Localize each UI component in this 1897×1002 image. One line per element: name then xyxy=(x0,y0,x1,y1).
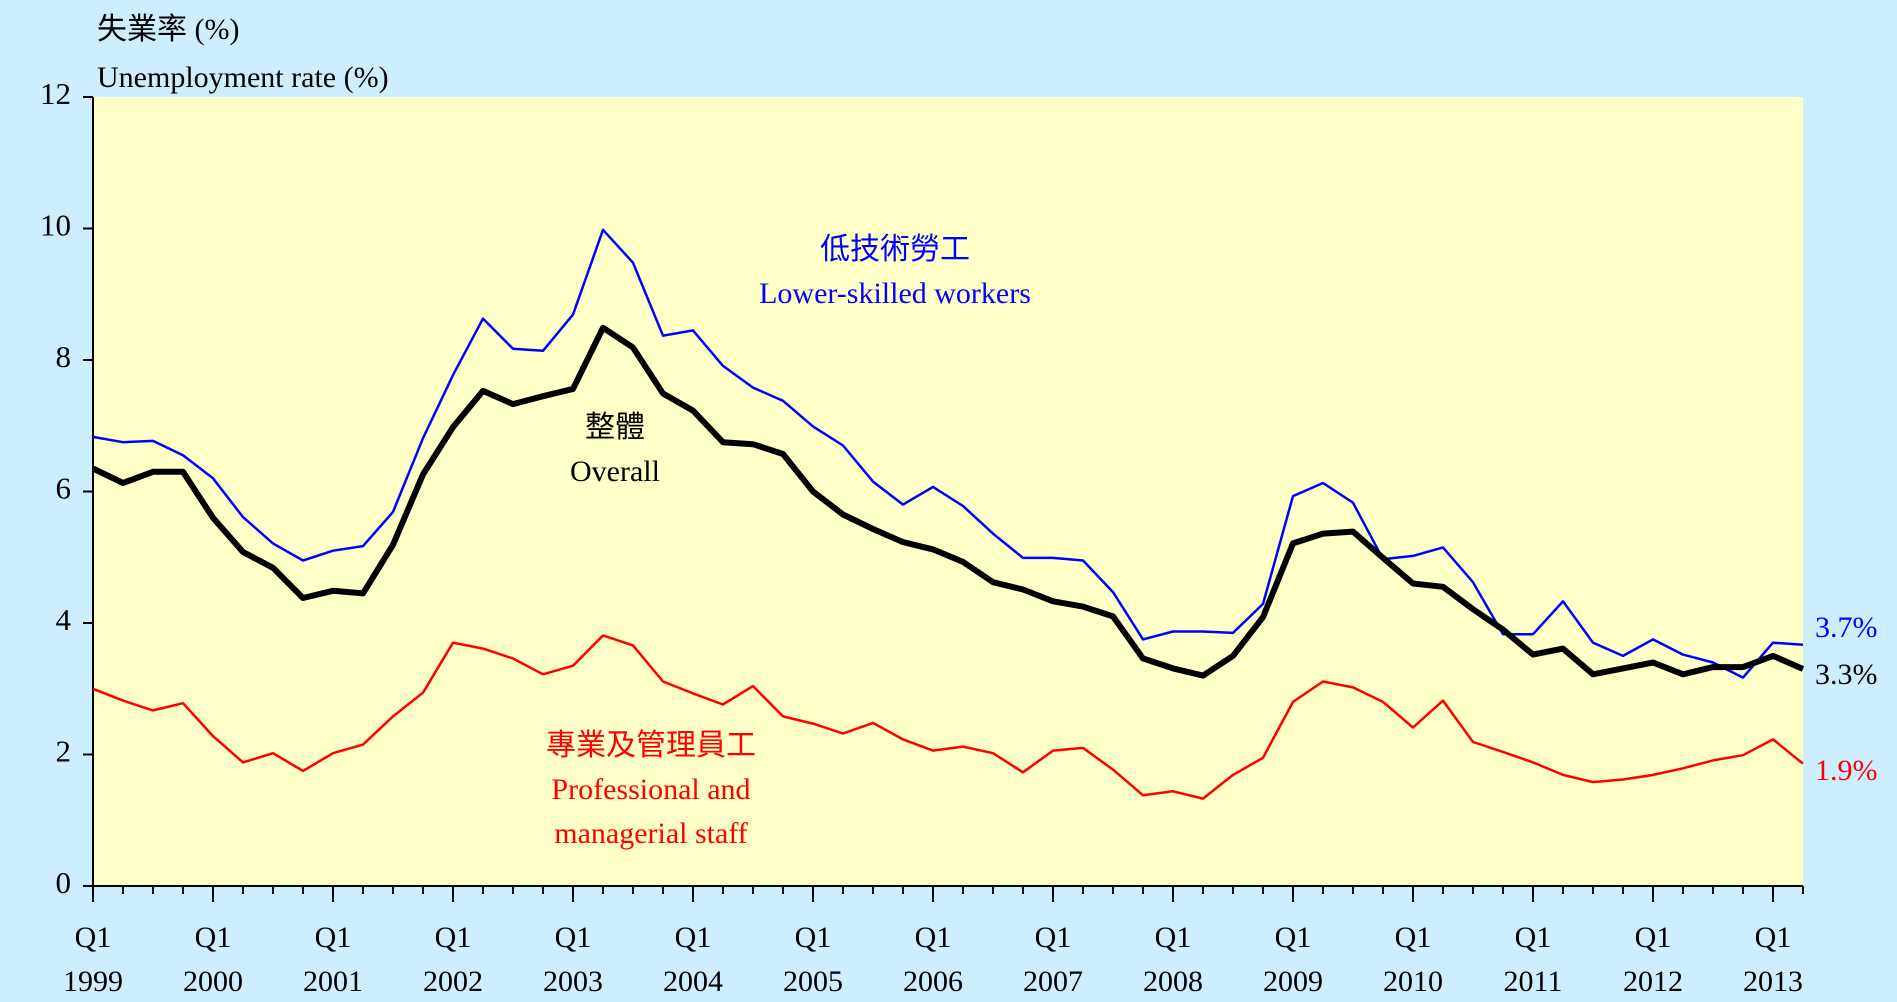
data-label: 3.3% xyxy=(1815,658,1878,692)
x-tick-label: Q1 2005 xyxy=(783,921,843,998)
x-tick-label: Q1 2007 xyxy=(1023,921,1083,998)
series-label: 整體 Overall xyxy=(570,411,660,488)
x-tick-label: Q1 2006 xyxy=(903,921,963,998)
y-tick-label: 6 xyxy=(56,471,72,506)
plot-area xyxy=(93,97,1803,886)
x-tick-label: Q1 2010 xyxy=(1383,921,1443,998)
x-tick-label: Q1 2000 xyxy=(183,921,243,998)
series-label: 專業及管理員工 Professional and managerial staf… xyxy=(546,729,756,850)
x-tick-label: Q1 2011 xyxy=(1503,921,1563,998)
series-label: 低技術勞工 Lower-skilled workers xyxy=(759,233,1031,310)
y-tick-label: 0 xyxy=(56,865,72,900)
x-tick-label: Q1 2008 xyxy=(1143,921,1203,998)
x-tick-label: Q1 2004 xyxy=(663,921,723,998)
y-tick-label: 10 xyxy=(40,208,71,243)
x-tick-label: Q1 2012 xyxy=(1623,921,1683,998)
x-tick-label: Q1 2003 xyxy=(543,921,603,998)
series-line xyxy=(92,634,1804,800)
series-line xyxy=(92,228,1804,679)
y-tick-label: 4 xyxy=(56,602,72,637)
y-tick-label: 8 xyxy=(56,339,72,374)
y-tick-label: 12 xyxy=(40,76,71,111)
y-tick-label: 2 xyxy=(56,734,72,769)
series-line xyxy=(91,324,1805,679)
x-tick-label: Q1 2002 xyxy=(423,921,483,998)
data-label: 3.7% xyxy=(1815,610,1878,644)
y-axis-label: 失業率 (%) Unemployment rate (%) xyxy=(97,13,389,94)
x-tick-label: Q1 2001 xyxy=(303,921,363,998)
x-tick-label: Q1 1999 xyxy=(63,921,123,998)
x-tick-label: Q1 2009 xyxy=(1263,921,1323,998)
x-tick-label: Q1 2013 xyxy=(1743,921,1803,998)
data-label: 1.9% xyxy=(1815,753,1878,787)
